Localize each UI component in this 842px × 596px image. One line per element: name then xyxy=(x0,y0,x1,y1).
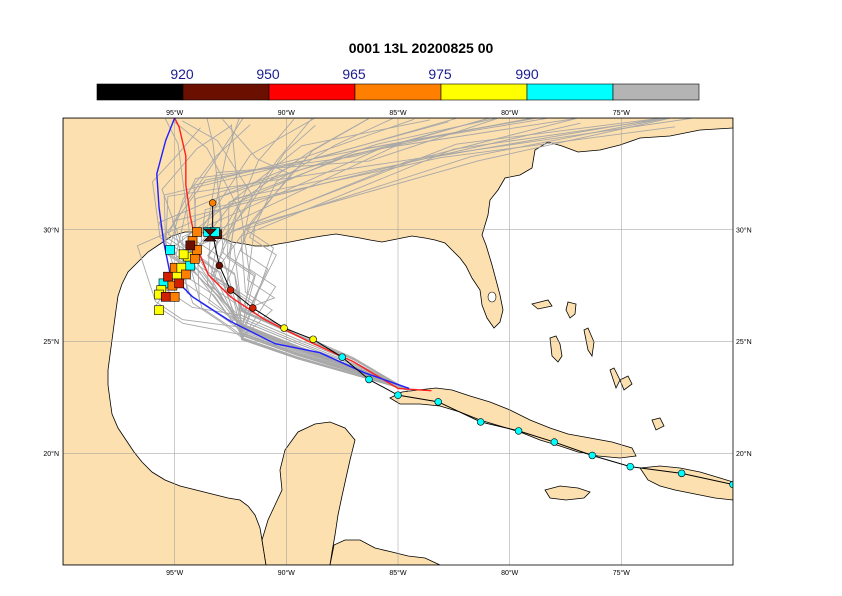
legend-swatch-2 xyxy=(268,83,356,101)
legend-swatch-6 xyxy=(612,83,700,101)
ensemble-member-track xyxy=(207,118,410,392)
ensemble-member-track xyxy=(172,119,431,392)
legend-label-920: 920 xyxy=(170,66,194,82)
ensemble-end-marker xyxy=(160,291,171,302)
x-tick-label: 95°W xyxy=(166,109,184,117)
lake-okeechobee xyxy=(487,291,497,303)
ensemble-end-marker xyxy=(189,254,200,264)
legend-swatch-4 xyxy=(440,83,528,101)
y-tick-label: 25°N xyxy=(43,338,59,346)
bahamas-abaco xyxy=(565,301,577,319)
x-tick-label: 80°W xyxy=(501,569,519,577)
legend-label-965: 965 xyxy=(342,66,366,82)
observed-track-point xyxy=(677,469,686,478)
pressure-legend: 920 950 965 975 990 xyxy=(0,0,842,110)
legend-swatch-3 xyxy=(354,83,442,101)
x-tick-label: 85°W xyxy=(389,569,407,577)
central-america xyxy=(329,539,441,565)
bahamas-grand xyxy=(531,299,553,310)
observed-track-point xyxy=(280,324,288,332)
hispaniola xyxy=(639,465,733,501)
observed-track-point xyxy=(249,304,257,312)
observed-track-point xyxy=(365,375,373,384)
bahamas-eleuthera xyxy=(583,327,595,358)
ensemble-member-track xyxy=(172,120,410,392)
legend-swatch-5 xyxy=(526,83,614,101)
observed-track-point xyxy=(588,451,596,460)
ensemble-end-marker xyxy=(154,305,164,316)
ensemble-end-marker xyxy=(165,245,175,255)
bahamas-inagua xyxy=(651,417,665,431)
ensemble-member-track xyxy=(206,118,501,392)
x-tick-label: 75°W xyxy=(613,109,631,117)
observed-track-points xyxy=(208,199,733,489)
observed-track-point xyxy=(550,438,559,446)
observed-track-line xyxy=(212,202,733,486)
ensemble-end-marker xyxy=(163,271,173,282)
ensemble-member-track xyxy=(136,118,536,392)
landfall-marker xyxy=(203,228,217,242)
pressure-color-bar xyxy=(96,83,700,101)
legend-swatch-0 xyxy=(96,83,184,101)
observed-track-point xyxy=(514,427,523,435)
ensemble-end-marker xyxy=(169,291,180,302)
ensemble-mean-track xyxy=(174,118,432,392)
cuba xyxy=(389,387,637,459)
x-tick-label: 85°W xyxy=(389,109,407,117)
yucatan-peninsula xyxy=(261,421,356,565)
y-tick-labels-left: 30°N 25°N 20°N xyxy=(43,226,59,458)
ensemble-member-track xyxy=(240,118,674,392)
x-tick-label: 90°W xyxy=(278,569,296,577)
y-tick-label: 20°N xyxy=(43,450,59,458)
y-tick-label: 30°N xyxy=(43,226,59,234)
bahamas-andros xyxy=(549,335,563,363)
x-tick-label: 90°W xyxy=(278,109,296,117)
ensemble-end-marker xyxy=(192,227,202,237)
map-frame xyxy=(62,117,734,566)
observed-track-point xyxy=(215,261,224,270)
x-tick-label: 75°W xyxy=(613,569,631,577)
jamaica xyxy=(544,485,591,501)
x-tick-label: 95°W xyxy=(166,569,184,577)
observed-track-point xyxy=(394,391,402,399)
chart-title: 0001 13L 20200825 00 xyxy=(348,40,494,56)
y-tick-label: 20°N xyxy=(736,450,752,458)
legend-label-950: 950 xyxy=(256,66,280,82)
ensemble-end-marker xyxy=(181,269,191,280)
observed-track-point xyxy=(208,199,217,207)
y-tick-label: 30°N xyxy=(736,226,752,234)
legend-label-990: 990 xyxy=(515,66,539,82)
x-tick-labels-bottom: 95°W 90°W 85°W 80°W 75°W xyxy=(166,569,630,577)
ensemble-end-marker xyxy=(185,240,196,251)
legend-label-975: 975 xyxy=(428,66,452,82)
ensemble-end-markers xyxy=(154,227,222,316)
observed-track-point xyxy=(226,286,235,294)
x-tick-labels-top: 95°W 90°W 85°W 80°W 75°W xyxy=(166,109,630,117)
observed-track-point xyxy=(338,353,346,361)
observed-track-point xyxy=(434,398,442,406)
ensemble-end-marker xyxy=(178,249,189,260)
ensemble-member-track xyxy=(182,120,410,392)
puerto-rico-edge xyxy=(619,375,633,391)
observed-track-point xyxy=(309,335,317,343)
y-tick-labels-right: 30°N 25°N 20°N xyxy=(736,226,752,458)
ensemble-member-track xyxy=(197,126,676,392)
observed-track-point xyxy=(626,462,634,471)
observed-track-point xyxy=(476,418,485,426)
y-tick-label: 25°N xyxy=(736,338,752,346)
ensemble-tracks xyxy=(136,118,698,392)
ensemble-end-marker xyxy=(174,278,184,289)
legend-swatch-1 xyxy=(182,83,270,101)
x-tick-label: 80°W xyxy=(501,109,519,117)
